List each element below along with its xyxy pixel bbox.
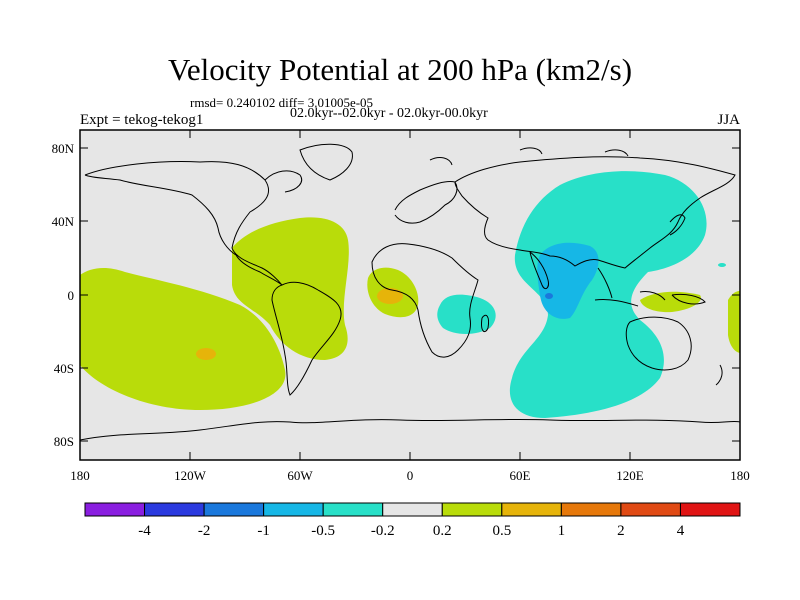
pacific-positive-region <box>80 268 286 410</box>
lat-tick-40n: 40N <box>52 214 75 229</box>
lon-tick-60w: 60W <box>287 468 313 483</box>
lat-tick-80s: 80S <box>54 434 74 449</box>
colorbar-label: -0.5 <box>311 523 335 539</box>
coastlines <box>80 143 740 441</box>
season-label: JJA <box>717 112 740 128</box>
indian-ocean-strong-core <box>545 293 553 299</box>
colorbar-label: 4 <box>677 523 685 539</box>
colorbar-swatch <box>144 502 205 517</box>
lon-tick-60e: 60E <box>510 468 531 483</box>
colorbar-label: 0.5 <box>492 523 511 539</box>
colorbar-swatch <box>679 502 741 517</box>
americas-positive-region <box>232 217 349 360</box>
africa-positive-core <box>377 288 403 304</box>
lon-tick-120e: 120E <box>616 468 644 483</box>
lat-tick-40s: 40S <box>54 361 74 376</box>
colorbar-swatch <box>322 502 384 517</box>
lon-tick-0: 0 <box>407 468 414 483</box>
rmsd-diff-text: rmsd= 0.240102 diff= 3.01005e-05 <box>190 95 374 110</box>
lon-tick-120w: 120W <box>174 468 207 483</box>
colorbar-label: -2 <box>198 523 211 539</box>
colorbar-label: -1 <box>257 523 270 539</box>
longitude-axis: 180 120W 60W 0 60E 120E 180 <box>70 130 750 483</box>
chart-title: Velocity Potential at 200 hPa (km2/s) <box>167 52 633 87</box>
colorbar-swatch <box>501 502 562 517</box>
north-pacific-negative-speck <box>718 263 726 267</box>
colorbar-swatch <box>560 502 622 517</box>
lat-tick-0: 0 <box>68 288 75 303</box>
colorbar-swatch <box>203 502 265 517</box>
colorbar-label: 1 <box>558 523 566 539</box>
colorbar-label: -0.2 <box>371 523 395 539</box>
lon-tick-180e: 180 <box>730 468 750 483</box>
colorbar-swatch <box>263 502 324 517</box>
experiment-label: Expt = tekog-tekog1 <box>80 112 204 128</box>
colorbar-swatch <box>382 502 443 517</box>
colorbar-swatch <box>441 502 503 517</box>
colorbar: -4 -2 -1 -0.5 -0.2 0.2 0.5 1 2 4 <box>84 502 741 539</box>
colorbar-swatch <box>620 502 681 517</box>
colorbar-label: 0.2 <box>433 523 452 539</box>
contour-fields <box>80 143 740 441</box>
lon-tick-180w: 180 <box>70 468 90 483</box>
colorbar-swatch <box>84 502 146 517</box>
latitude-axis: 80N 40N 0 40S 80S <box>52 141 740 449</box>
pacific-positive-core <box>196 348 216 360</box>
colorbar-label: -4 <box>138 523 151 539</box>
dateline-positive-region <box>728 291 740 353</box>
period-label: 02.0kyr--02.0kyr - 02.0kyr-00.0kyr <box>290 106 488 121</box>
lat-tick-80n: 80N <box>52 141 75 156</box>
eurasia-negative-region <box>509 171 707 418</box>
colorbar-label: 2 <box>617 523 625 539</box>
maritime-positive-region <box>640 291 701 313</box>
